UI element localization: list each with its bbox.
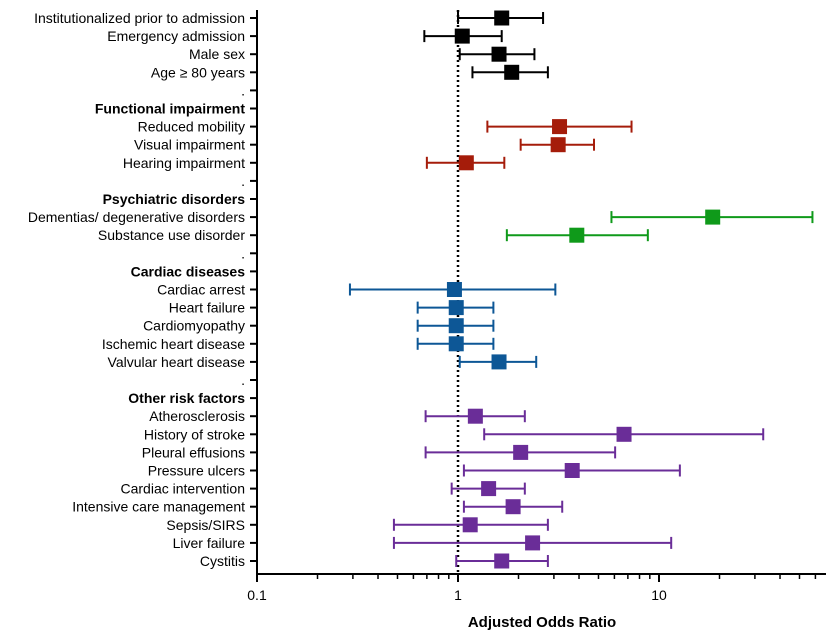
x-tick-label: 0.1: [247, 587, 267, 603]
row-label: Age ≥ 80 years: [151, 64, 245, 80]
row-label: Ischemic heart disease: [102, 336, 245, 352]
row-label: Heart failure: [169, 300, 245, 316]
group-header-label: Functional impairment: [95, 101, 245, 117]
odds-ratio-marker: [467, 408, 483, 424]
row-label: Pressure ulcers: [148, 463, 245, 479]
forest-row-mark: [425, 155, 506, 171]
forest-row-mark: [457, 10, 545, 26]
odds-ratio-marker: [552, 119, 568, 135]
forest-row-mark: [483, 426, 765, 442]
group-header-label: Other risk factors: [128, 390, 245, 406]
forest-row-mark: [416, 336, 495, 352]
row-label: Intensive care management: [72, 499, 245, 515]
odds-ratio-marker: [454, 28, 470, 44]
x-axis-title: Adjusted Odds Ratio: [468, 614, 616, 631]
row-label: Cystitis: [200, 553, 245, 569]
forest-row-mark: [348, 282, 557, 297]
y-ticks: [250, 17, 257, 562]
odds-ratio-marker: [494, 10, 510, 26]
forest-row-mark: [505, 227, 649, 243]
forest-row-mark: [424, 408, 526, 424]
forest-row-mark: [462, 499, 564, 515]
row-label: Emergency admission: [107, 28, 245, 44]
forest-row-mark: [462, 463, 681, 478]
row-label: Pleural effusions: [142, 444, 245, 460]
spacer-label: .: [241, 173, 245, 189]
odds-ratio-marker: [569, 227, 585, 243]
forest-row-mark: [450, 481, 526, 497]
row-label: Liver failure: [173, 535, 246, 551]
odds-ratio-marker: [513, 444, 529, 460]
x-tick-label: 10: [651, 587, 667, 603]
group-header-label: Psychiatric disorders: [103, 191, 246, 207]
group-header-label: Cardiac diseases: [131, 263, 246, 279]
row-label: Hearing impairment: [123, 155, 245, 171]
row-label: Cardiomyopathy: [143, 318, 245, 334]
row-label: Atherosclerosis: [149, 408, 245, 424]
spacer-label: .: [241, 372, 245, 388]
odds-ratio-marker: [448, 300, 464, 316]
row-label: Cardiac intervention: [120, 481, 245, 497]
spacer-label: .: [241, 82, 245, 98]
row-label: Valvular heart disease: [108, 354, 246, 370]
spacer-label: .: [241, 245, 245, 261]
row-label: Male sex: [189, 46, 245, 62]
x-tick-label: 1: [454, 587, 462, 603]
forest-row-mark: [458, 46, 536, 62]
odds-ratio-marker: [448, 318, 464, 334]
odds-ratio-marker: [462, 517, 478, 533]
forest-row-mark: [392, 535, 673, 551]
odds-ratio-marker: [491, 46, 507, 62]
forest-marks: [348, 10, 814, 569]
odds-ratio-marker: [446, 282, 462, 297]
row-label: Reduced mobility: [138, 119, 245, 135]
row-label: Institutionalized prior to admission: [34, 10, 245, 26]
forest-row-mark: [486, 119, 633, 135]
odds-ratio-marker: [504, 64, 520, 80]
row-label: Cardiac arrest: [157, 282, 245, 298]
odds-ratio-marker: [525, 535, 541, 551]
row-label: Visual impairment: [134, 137, 245, 153]
odds-ratio-marker: [491, 354, 507, 370]
axes: [256, 10, 826, 575]
odds-ratio-marker: [448, 336, 464, 352]
forest-row-mark: [416, 318, 495, 334]
odds-ratio-marker: [564, 463, 580, 478]
odds-ratio-marker: [550, 137, 566, 153]
row-label: Dementias/ degenerative disorders: [28, 209, 245, 225]
forest-row-mark: [416, 300, 495, 316]
x-ticks: 0.1 1 10: [247, 574, 817, 603]
row-labels: Institutionalized prior to admission Emer…: [28, 10, 245, 569]
odds-ratio-marker: [458, 155, 474, 171]
odds-ratio-marker: [505, 499, 521, 515]
row-label: Substance use disorder: [98, 227, 245, 243]
odds-ratio-marker: [481, 481, 497, 497]
odds-ratio-marker: [616, 426, 632, 442]
forest-row-mark: [519, 137, 596, 153]
forest-row-mark: [423, 28, 503, 44]
forest-row-mark: [610, 209, 814, 225]
forest-row-mark: [392, 517, 549, 533]
odds-ratio-marker: [705, 209, 721, 225]
odds-ratio-marker: [494, 553, 510, 569]
row-label: History of stroke: [144, 426, 245, 442]
row-label: Sepsis/SIRS: [166, 517, 245, 533]
forest-row-mark: [455, 553, 549, 569]
forest-row-mark: [471, 64, 549, 80]
forest-row-mark: [424, 444, 617, 460]
forest-row-mark: [458, 354, 538, 370]
